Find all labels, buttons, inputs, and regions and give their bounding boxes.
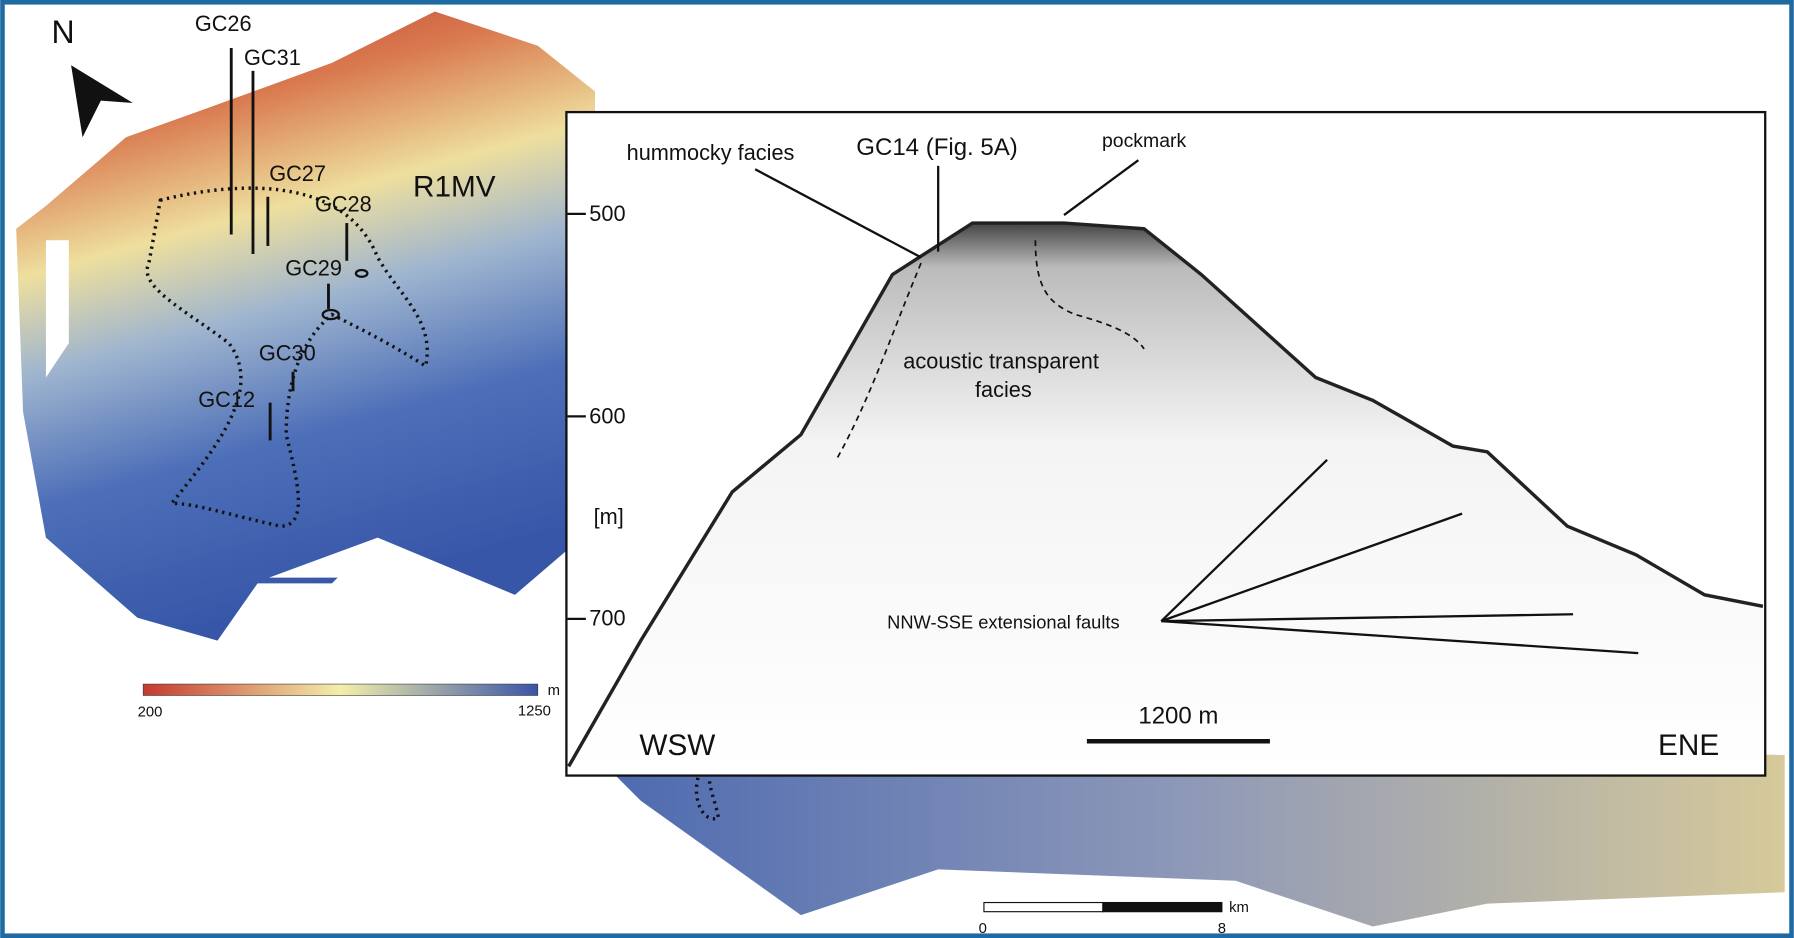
- colorbar-max: 1250: [518, 703, 551, 719]
- profile-end: WSW: [639, 729, 715, 762]
- core-label: GC26: [195, 11, 252, 36]
- scale-bar: [1103, 903, 1222, 912]
- core-label: GC12: [198, 387, 255, 412]
- annotation: NNW-SSE extensional faults: [887, 611, 1120, 632]
- scale-bar: [984, 903, 1103, 912]
- annotation: acoustic transparent: [903, 348, 1099, 373]
- core-label: GC30: [259, 340, 316, 365]
- core-label: GC27: [269, 161, 326, 186]
- colorbar-min: 200: [138, 705, 163, 721]
- annotation: hummocky facies: [627, 140, 795, 165]
- depth-label: 600: [589, 403, 625, 428]
- annotation: GC14 (Fig. 5A): [856, 134, 1017, 161]
- scale-unit: km: [1229, 900, 1249, 916]
- depth-unit: [m]: [594, 504, 624, 529]
- annotation: pockmark: [1102, 130, 1187, 152]
- north-label: N: [52, 14, 75, 50]
- scale-end: 8: [1218, 921, 1226, 937]
- core-label: GC29: [285, 256, 342, 281]
- region-label: R1MV: [413, 171, 496, 204]
- core-label: GC31: [244, 45, 301, 70]
- core-label: GC28: [315, 192, 372, 217]
- scale-start: 0: [979, 921, 987, 937]
- figure: N R1MV GC26 GC31 GC27 GC28 GC29 GC30 GC1…: [0, 0, 1794, 938]
- profile-end: ENE: [1658, 729, 1719, 762]
- annotation: facies: [975, 377, 1032, 402]
- depth-label: 500: [589, 201, 625, 226]
- colorbar-unit: m: [548, 683, 560, 699]
- profile-scale-label: 1200 m: [1138, 703, 1218, 730]
- depth-label: 700: [589, 606, 625, 631]
- colorbar: [143, 684, 538, 695]
